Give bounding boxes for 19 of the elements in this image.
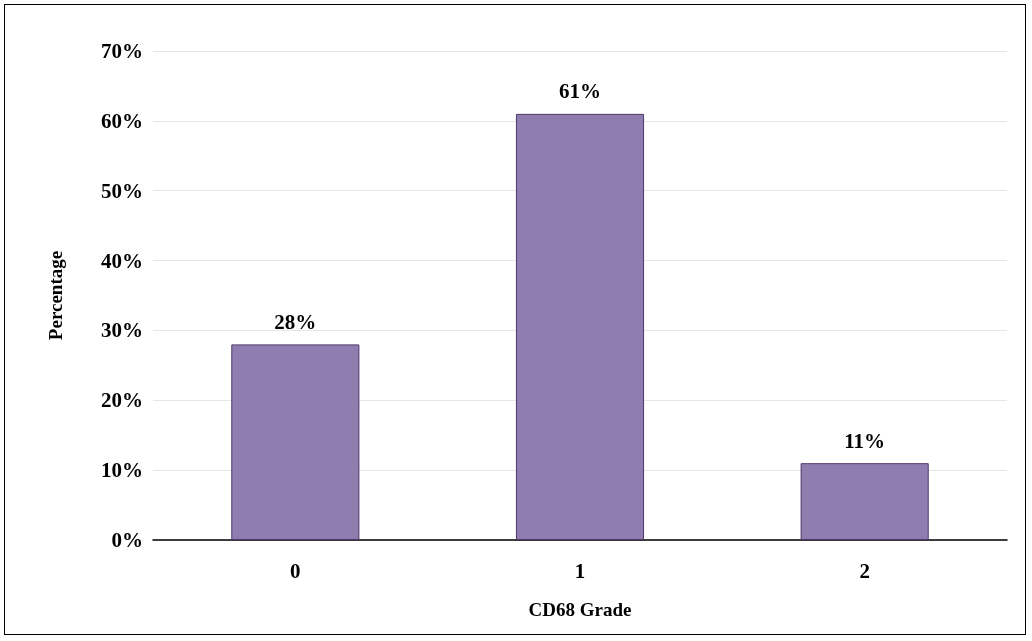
y-tick-label: 40% bbox=[101, 248, 143, 273]
x-tick-label: 0 bbox=[290, 558, 301, 583]
data-label: 11% bbox=[844, 428, 886, 453]
y-tick-label: 50% bbox=[101, 178, 143, 203]
y-tick-label: 60% bbox=[101, 108, 143, 133]
data-label: 61% bbox=[559, 79, 601, 104]
y-tick-label: 10% bbox=[101, 458, 143, 483]
x-tick-label: 2 bbox=[859, 558, 870, 583]
data-label: 28% bbox=[274, 309, 317, 334]
y-tick-label: 0% bbox=[111, 528, 143, 552]
bar bbox=[231, 344, 360, 540]
y-axis-title: Percentage bbox=[45, 250, 66, 341]
x-axis-title: CD68 Grade bbox=[528, 599, 632, 620]
bar bbox=[515, 113, 645, 540]
x-tick-label: 1 bbox=[574, 558, 586, 583]
y-tick-label: 70% bbox=[101, 39, 143, 63]
bar bbox=[800, 463, 929, 540]
y-tick-label: 20% bbox=[101, 388, 143, 413]
y-tick-label: 30% bbox=[101, 318, 143, 343]
